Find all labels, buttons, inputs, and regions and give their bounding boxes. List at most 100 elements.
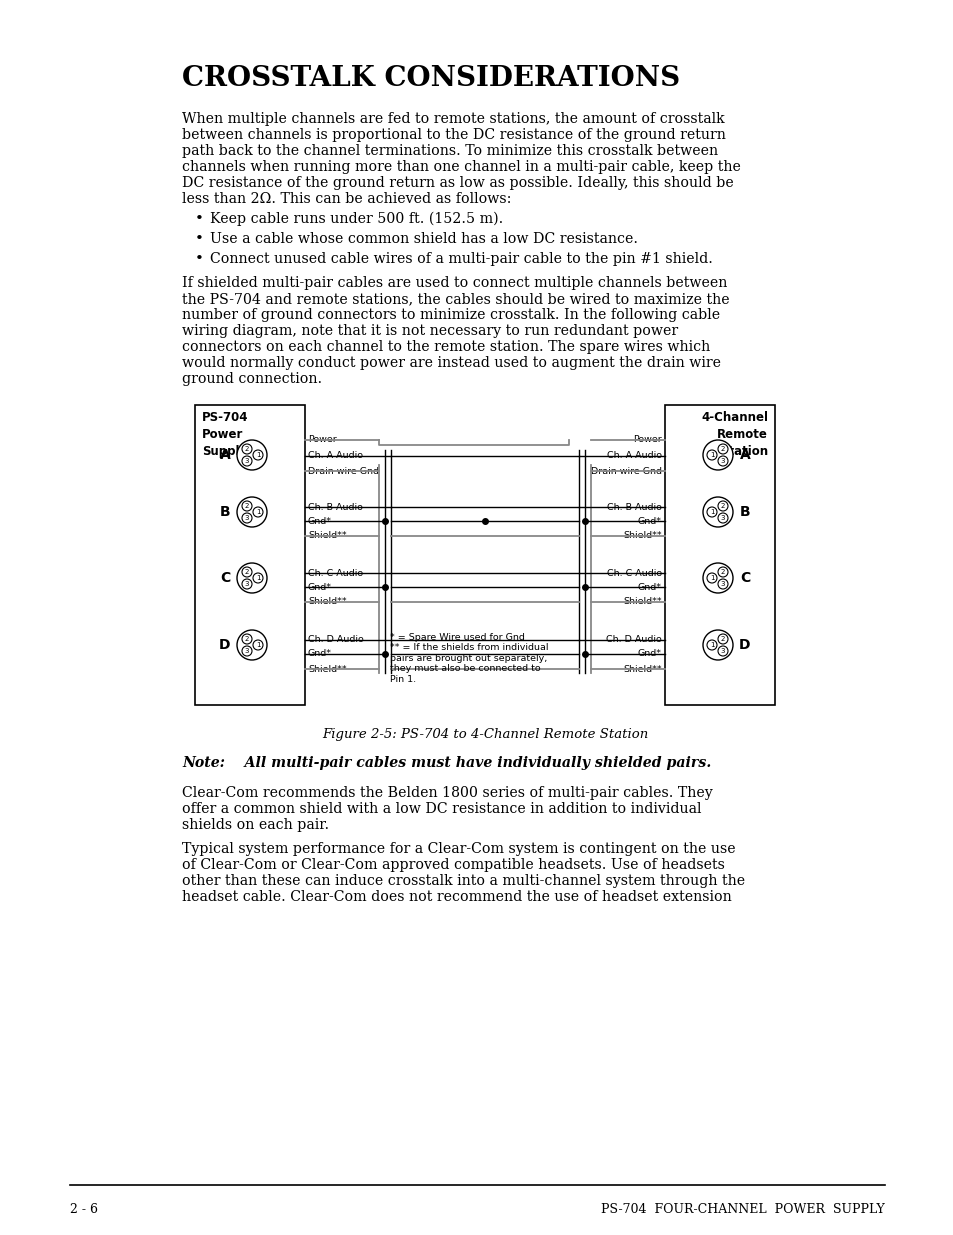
- Circle shape: [718, 646, 727, 656]
- Text: path back to the channel terminations. To minimize this crosstalk between: path back to the channel terminations. T…: [182, 144, 718, 158]
- Circle shape: [242, 456, 252, 466]
- Text: •: •: [194, 252, 204, 266]
- Text: Ch. D Audio: Ch. D Audio: [605, 636, 661, 645]
- Circle shape: [253, 508, 263, 517]
- Text: between channels is proportional to the DC resistance of the ground return: between channels is proportional to the …: [182, 128, 725, 142]
- Text: Shield**: Shield**: [308, 664, 346, 673]
- Circle shape: [706, 640, 717, 650]
- Circle shape: [702, 440, 732, 471]
- Text: the PS-704 and remote stations, the cables should be wired to maximize the: the PS-704 and remote stations, the cabl…: [182, 291, 729, 306]
- Text: Power: Power: [308, 436, 336, 445]
- Text: Shield**: Shield**: [308, 598, 346, 606]
- Circle shape: [242, 567, 252, 577]
- Bar: [194, 405, 305, 705]
- Text: 4-Channel
Remote
Station: 4-Channel Remote Station: [700, 411, 767, 458]
- Circle shape: [236, 440, 267, 471]
- Text: 2: 2: [245, 569, 249, 576]
- Bar: [664, 405, 774, 705]
- Circle shape: [236, 563, 267, 593]
- Text: 3: 3: [720, 458, 724, 464]
- Text: Gnd*: Gnd*: [638, 650, 661, 658]
- Text: Shield**: Shield**: [308, 531, 346, 541]
- Text: 3: 3: [720, 580, 724, 587]
- Text: 2 - 6: 2 - 6: [70, 1203, 98, 1216]
- Text: Clear-Com recommends the Belden 1800 series of multi-pair cables. They: Clear-Com recommends the Belden 1800 ser…: [182, 785, 712, 800]
- Text: 3: 3: [245, 648, 249, 655]
- Text: PS-704  FOUR-CHANNEL  POWER  SUPPLY: PS-704 FOUR-CHANNEL POWER SUPPLY: [600, 1203, 884, 1216]
- Text: Gnd*: Gnd*: [308, 650, 332, 658]
- Text: A: A: [739, 448, 750, 462]
- Text: C: C: [740, 571, 749, 585]
- Text: A: A: [219, 448, 230, 462]
- Text: offer a common shield with a low DC resistance in addition to individual: offer a common shield with a low DC resi…: [182, 802, 700, 816]
- Text: Use a cable whose common shield has a low DC resistance.: Use a cable whose common shield has a lo…: [210, 232, 638, 246]
- Circle shape: [702, 496, 732, 527]
- Text: number of ground connectors to minimize crosstalk. In the following cable: number of ground connectors to minimize …: [182, 308, 720, 322]
- Text: Keep cable runs under 500 ft. (152.5 m).: Keep cable runs under 500 ft. (152.5 m).: [210, 212, 503, 226]
- Text: 3: 3: [720, 515, 724, 521]
- Text: Shield**: Shield**: [622, 598, 661, 606]
- Text: Gnd*: Gnd*: [638, 583, 661, 592]
- Circle shape: [253, 573, 263, 583]
- Text: headset cable. Clear-Com does not recommend the use of headset extension: headset cable. Clear-Com does not recomm…: [182, 890, 731, 904]
- Text: Power: Power: [633, 436, 661, 445]
- Circle shape: [242, 646, 252, 656]
- Text: Typical system performance for a Clear-Com system is contingent on the use: Typical system performance for a Clear-C…: [182, 842, 735, 856]
- Circle shape: [242, 445, 252, 454]
- Text: When multiple channels are fed to remote stations, the amount of crosstalk: When multiple channels are fed to remote…: [182, 112, 724, 126]
- Circle shape: [242, 579, 252, 589]
- Text: B: B: [219, 505, 230, 519]
- Text: 1: 1: [709, 576, 714, 580]
- Text: Gnd*: Gnd*: [638, 516, 661, 526]
- Circle shape: [702, 630, 732, 659]
- Text: Connect unused cable wires of a multi-pair cable to the pin #1 shield.: Connect unused cable wires of a multi-pa…: [210, 252, 712, 266]
- Text: ground connection.: ground connection.: [182, 372, 322, 387]
- Text: 2: 2: [245, 503, 249, 509]
- Circle shape: [718, 456, 727, 466]
- Text: Ch. D Audio: Ch. D Audio: [308, 636, 363, 645]
- Circle shape: [236, 630, 267, 659]
- Text: PS-704
Power
Supply: PS-704 Power Supply: [202, 411, 248, 458]
- Text: Drain wire Gnd: Drain wire Gnd: [590, 467, 661, 475]
- Circle shape: [706, 573, 717, 583]
- Text: channels when running more than one channel in a multi-pair cable, keep the: channels when running more than one chan…: [182, 161, 740, 174]
- Circle shape: [718, 634, 727, 643]
- Text: 2: 2: [720, 569, 724, 576]
- Circle shape: [702, 563, 732, 593]
- Text: 1: 1: [255, 576, 260, 580]
- Text: would normally conduct power are instead used to augment the drain wire: would normally conduct power are instead…: [182, 356, 720, 370]
- Text: 2: 2: [720, 636, 724, 642]
- Text: 3: 3: [245, 515, 249, 521]
- Circle shape: [718, 445, 727, 454]
- Circle shape: [236, 496, 267, 527]
- Text: 2: 2: [720, 503, 724, 509]
- Circle shape: [718, 501, 727, 511]
- Text: 3: 3: [720, 648, 724, 655]
- Text: Ch. A Audio: Ch. A Audio: [606, 452, 661, 461]
- Text: DC resistance of the ground return as low as possible. Ideally, this should be: DC resistance of the ground return as lo…: [182, 177, 733, 190]
- Text: Ch. C Audio: Ch. C Audio: [606, 568, 661, 578]
- Text: Ch. B Audio: Ch. B Audio: [606, 503, 661, 511]
- Text: 1: 1: [709, 509, 714, 515]
- Text: Gnd*: Gnd*: [308, 583, 332, 592]
- Text: connectors on each channel to the remote station. The spare wires which: connectors on each channel to the remote…: [182, 340, 709, 354]
- Text: 1: 1: [255, 642, 260, 648]
- Text: 1: 1: [709, 642, 714, 648]
- Text: D: D: [739, 638, 750, 652]
- Text: 1: 1: [255, 452, 260, 458]
- Text: Shield**: Shield**: [622, 664, 661, 673]
- Text: shields on each pair.: shields on each pair.: [182, 818, 329, 832]
- Text: D: D: [219, 638, 231, 652]
- Text: 3: 3: [245, 580, 249, 587]
- Circle shape: [718, 579, 727, 589]
- Text: Drain wire Gnd: Drain wire Gnd: [308, 467, 378, 475]
- Text: of Clear-Com or Clear-Com approved compatible headsets. Use of headsets: of Clear-Com or Clear-Com approved compa…: [182, 858, 724, 872]
- Text: •: •: [194, 232, 204, 246]
- Text: Ch. B Audio: Ch. B Audio: [308, 503, 362, 511]
- Text: •: •: [194, 212, 204, 226]
- Text: CROSSTALK CONSIDERATIONS: CROSSTALK CONSIDERATIONS: [182, 65, 679, 91]
- Text: 1: 1: [255, 509, 260, 515]
- Circle shape: [253, 640, 263, 650]
- Circle shape: [253, 450, 263, 459]
- Text: C: C: [219, 571, 230, 585]
